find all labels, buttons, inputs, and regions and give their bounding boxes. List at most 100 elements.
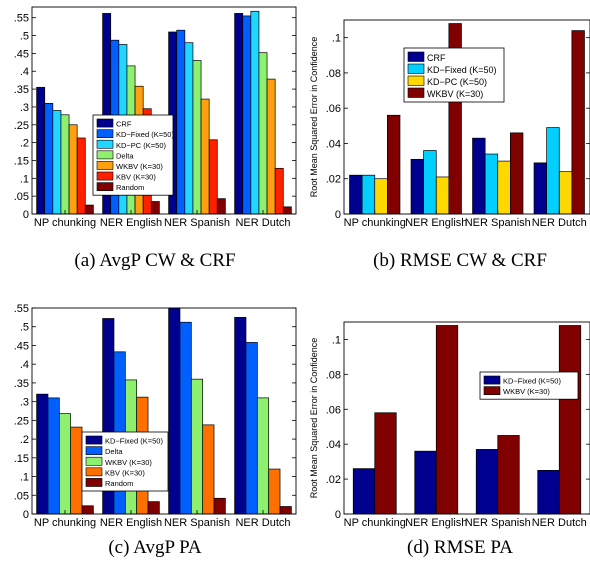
legend-swatch [85,467,103,477]
y-tick-label: .1 [20,472,29,484]
legend-label: KD−Fixed (K=50) [105,437,163,446]
caption-d: (d) RMSE PA [407,537,513,558]
bar [558,325,582,515]
legend-swatch [85,446,103,456]
legend-swatch [85,456,103,466]
y-tick-label: .08 [326,369,341,381]
legend-label: CRF [427,53,446,63]
y-tick-label: .3 [20,397,29,409]
legend-label: WKBV (K=30) [105,458,152,467]
bar [414,450,437,515]
y-tick-label: .04 [326,439,341,451]
x-tick-label: NER Dutch [532,217,587,229]
legend-label: Delta [116,151,134,160]
legend-swatch [96,139,114,149]
bar [475,449,499,515]
legend-swatch [483,386,501,396]
x-tick-label: NER Dutch [235,217,290,229]
legend-swatch [96,171,114,181]
legend-label: Random [105,479,133,488]
legend-swatch [407,87,425,98]
legend-label: KD−Fixed (K=50) [116,130,174,139]
x-tick-label: NP chunking [34,517,96,529]
y-tick-label: .4 [20,66,29,78]
plot-frame [31,6,297,215]
legend-label: WKBV (K=30) [427,89,483,99]
y-axis-label: Root Mean Squared Error in Confidence [309,338,319,499]
legend-swatch [407,75,425,86]
bar [497,435,520,515]
legend-label: KBV (K=30) [116,173,156,182]
plot-frame [343,321,590,515]
y-tick-label: 0 [23,509,29,521]
y-tick-label: .35 [14,84,29,96]
y-tick-label: .5 [20,322,29,334]
y-tick-label: .35 [14,378,29,390]
legend-label: WKBV (K=30) [503,387,550,396]
y-tick-label: .04 [326,138,341,150]
y-tick-label: .1 [20,173,29,185]
x-tick-label: NER Dutch [532,517,587,529]
legend-label: KD−PC (K=50) [116,141,167,150]
y-tick-label: .15 [14,453,29,465]
legend-swatch [407,51,425,62]
x-tick-label: NP chunking [344,517,406,529]
x-tick-label: NER Spanish [465,217,531,229]
y-tick-label: .02 [326,474,341,486]
bar [435,325,459,515]
legend-label: KD−Fixed (K=50) [503,377,561,386]
x-tick-label: NER Spanish [164,217,230,229]
y-tick-label: .08 [326,68,341,80]
y-tick-label: .2 [20,138,29,150]
legend-swatch [96,150,114,160]
y-tick-label: .55 [14,303,29,315]
y-tick-label: .45 [14,48,29,60]
y-tick-label: .05 [14,490,29,502]
legend-label: KBV (K=30) [105,468,145,477]
x-tick-label: NER Dutch [235,517,290,529]
x-tick-label: NER English [405,217,467,229]
y-tick-label: 0 [335,209,341,221]
legend-swatch [483,375,501,385]
legend-label: Delta [105,447,123,456]
y-tick-label: .06 [326,103,341,115]
legend-label: KD−Fixed (K=50) [427,65,497,75]
legend-swatch [96,129,114,139]
legend-swatch [407,63,425,74]
x-tick-label: NER Spanish [164,517,230,529]
x-tick-label: NER English [405,517,467,529]
legend-swatch [96,118,114,128]
y-tick-label: .55 [14,13,29,25]
plot-frame [31,307,297,515]
y-tick-label: .25 [14,120,29,132]
bar [352,468,376,515]
legend-label: WKBV (K=30) [116,162,163,171]
y-tick-label: 0 [23,209,29,221]
bar [537,470,560,515]
caption-b: (b) RMSE CW & CRF [373,250,547,271]
legend-swatch [96,182,114,192]
y-tick-label: .3 [20,102,29,114]
y-tick-label: .45 [14,340,29,352]
x-tick-label: NP chunking [34,217,96,229]
caption-c: (c) AvgP PA [108,537,202,558]
plot-frame [343,19,590,215]
y-tick-label: .02 [326,174,341,186]
y-tick-label: .1 [332,334,341,346]
x-tick-label: NP chunking [344,217,406,229]
y-tick-label: .15 [14,155,29,167]
legend-label: Random [116,183,144,192]
x-tick-label: NER Spanish [465,517,531,529]
y-tick-label: .06 [326,404,341,416]
caption-a: (a) AvgP CW & CRF [74,250,236,271]
y-axis-label: Root Mean Squared Error in Confidence [309,37,319,198]
legend-label: KD−PC (K=50) [427,77,487,87]
y-tick-label: .5 [20,31,29,43]
y-tick-label: .1 [332,33,341,45]
x-tick-label: NER English [100,517,162,529]
y-tick-label: .25 [14,415,29,427]
